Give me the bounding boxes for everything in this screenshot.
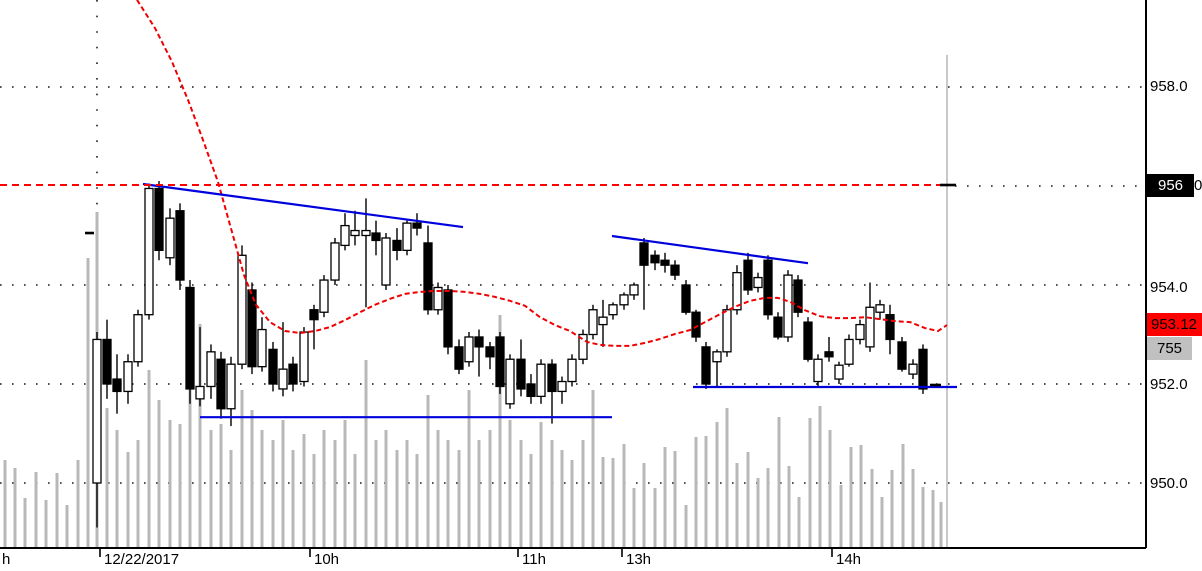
x-axis-label-14h: 14h [836,551,862,568]
volume-marker: 755 [1147,337,1192,360]
x-axis-label-10h: 10h [314,551,340,568]
y-axis-label-958: 958.0 [1150,78,1188,95]
y-axis-label-956-trailing: 0 [1194,177,1202,194]
y-axis-label-950: 950.0 [1150,475,1188,492]
x-axis-label-11h: 11h [522,551,546,568]
price-level-marker-956: 956 [1147,174,1194,197]
last-price-marker: 953.12 [1147,313,1202,336]
y-axis-label-954: 954.0 [1150,279,1188,296]
x-axis-label-date: 12/22/2017 [104,551,180,568]
x-axis-label-13h: 13h [626,551,652,568]
y-axis-label-952: 952.0 [1150,376,1188,393]
x-axis-label-hour-partial: h [2,551,11,568]
